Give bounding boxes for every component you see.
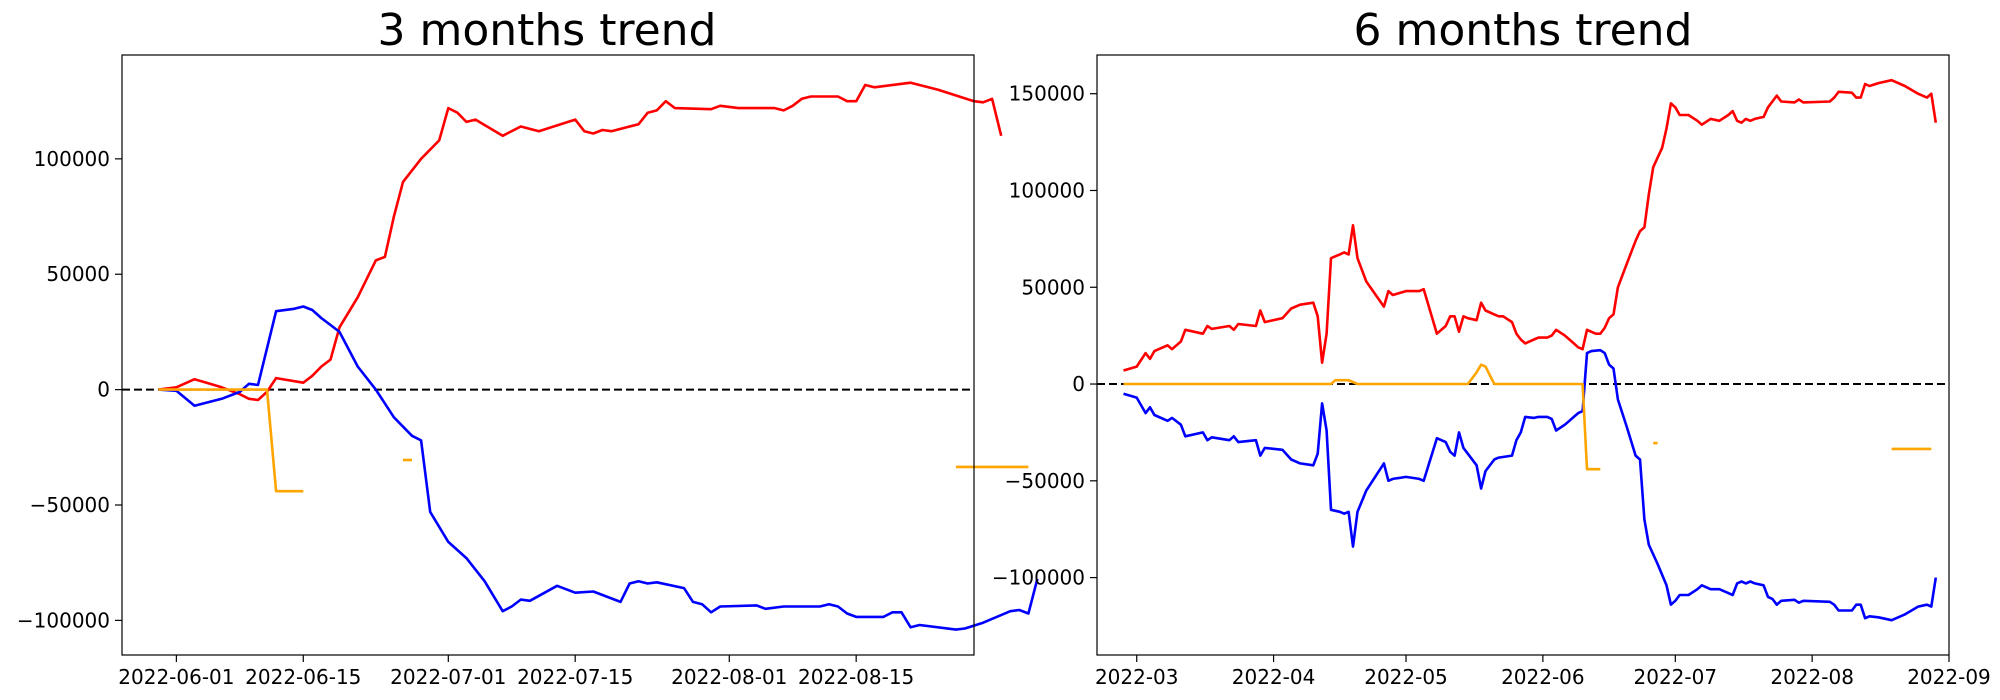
x-tick-label: 2022-08-01	[671, 665, 787, 689]
series-line-1	[158, 305, 1039, 631]
y-ticks: −100000 −50000 0 50000 100000 150000	[992, 82, 1097, 590]
series-line-0	[158, 81, 1003, 402]
x-tick-label: 2022-05	[1364, 665, 1448, 689]
y-tick-label: 150000	[1009, 82, 1085, 106]
series-line-2	[158, 388, 304, 493]
y-tick-label: −50000	[30, 493, 110, 517]
y-tick-label: 50000	[1021, 275, 1085, 299]
series-line-1	[1123, 348, 1938, 622]
chart-6-months: 6 months trend −100000 −50000 0 50000 100000…	[992, 5, 1991, 689]
series-line-2	[1123, 363, 1601, 471]
x-tick-label: 2022-06	[1501, 665, 1585, 689]
y-tick-label: 50000	[46, 262, 110, 286]
x-ticks: 2022-03 2022-04 2022-05 2022-06 2022-07 2022-…	[1095, 655, 1991, 689]
series-line-0	[1123, 78, 1938, 372]
plot-frame	[1096, 54, 1950, 656]
y-tick-label: 100000	[1009, 178, 1085, 202]
x-tick-label: 2022-04	[1232, 665, 1316, 689]
x-tick-label: 2022-07-15	[517, 665, 633, 689]
y-tick-label: −50000	[1005, 469, 1085, 493]
y-ticks: −100000 −50000 0 50000 100000	[17, 147, 122, 632]
y-tick-label: 0	[1072, 372, 1085, 396]
chart-title: 3 months trend	[378, 5, 717, 56]
y-tick-label: 100000	[34, 147, 110, 171]
y-tick-label: −100000	[992, 566, 1085, 590]
x-tick-label: 2022-08	[1770, 665, 1854, 689]
y-tick-label: −100000	[17, 608, 110, 632]
plot-lines	[1097, 78, 1949, 622]
x-tick-label: 2022-06-15	[245, 665, 361, 689]
y-tick-label: 0	[97, 378, 110, 402]
plot-frame	[121, 54, 975, 656]
x-tick-label: 2022-06-01	[118, 665, 234, 689]
chart-title: 6 months trend	[1354, 5, 1693, 56]
x-tick-label: 2022-07-01	[390, 665, 506, 689]
x-tick-label: 2022-09	[1907, 665, 1991, 689]
chart-3-months: 3 months trend −100000 −50000 0 50000 100000…	[17, 5, 1039, 689]
x-tick-label: 2022-07	[1634, 665, 1718, 689]
x-tick-label: 2022-03	[1095, 665, 1179, 689]
plot-lines	[122, 81, 1039, 631]
x-ticks: 2022-06-01 2022-06-15 2022-07-01 2022-07-15…	[118, 655, 914, 689]
x-tick-label: 2022-08-15	[798, 665, 914, 689]
